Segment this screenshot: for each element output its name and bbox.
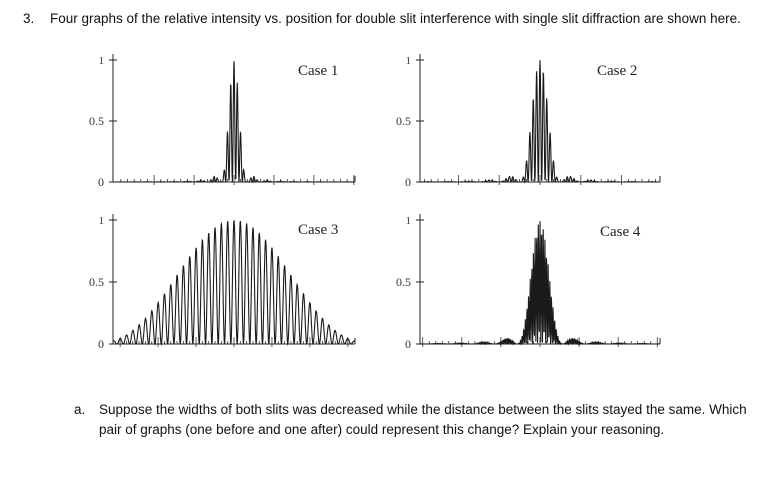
- y-tick-label: 1: [99, 55, 105, 67]
- question-text: Four graphs of the relative intensity vs…: [50, 11, 741, 26]
- graph-case-2: 1 0.5 0 Case 2: [396, 54, 661, 189]
- graph-title: Case 4: [600, 224, 641, 240]
- y-tick-label: 1: [99, 215, 105, 227]
- graph-case-4: 1 0.5 0 Case 4: [396, 214, 661, 351]
- intensity-curve: [419, 60, 660, 184]
- intensity-curve: [112, 220, 356, 347]
- y-tick-label: 0.5: [396, 114, 411, 128]
- y-tick-label: 0.5: [89, 114, 104, 128]
- y-tick-label: 0.5: [396, 275, 411, 289]
- y-tick-label: 0: [98, 337, 104, 351]
- subquestion-letter: a.: [74, 402, 86, 417]
- subquestion-text: Suppose the widths of both slits was dec…: [99, 402, 747, 437]
- graph-title: Case 1: [298, 63, 338, 79]
- y-tick-label: 0: [405, 337, 411, 351]
- y-tick-label: 0: [405, 175, 411, 189]
- y-tick-label: 1: [406, 215, 412, 227]
- y-tick-label: 0.5: [89, 275, 104, 289]
- graph-case-1: 1 0.5 0 Case 1: [89, 54, 356, 189]
- intensity-curve: [419, 221, 660, 346]
- graph-title: Case 3: [298, 222, 338, 238]
- y-tick-label: 1: [406, 55, 412, 67]
- graph-title: Case 2: [597, 63, 637, 79]
- y-tick-label: 0: [98, 175, 104, 189]
- question-number: 3.: [23, 11, 35, 26]
- graph-case-3: 1 0.5 0 Case 3: [89, 214, 356, 351]
- intensity-curve: [113, 61, 355, 184]
